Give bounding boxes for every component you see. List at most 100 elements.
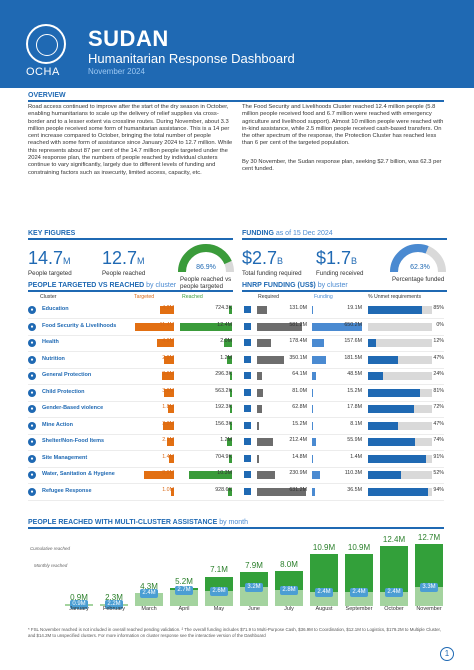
monthly-label: 2.8M (280, 585, 298, 595)
cluster-icon: ● (28, 388, 36, 397)
reached-bar (228, 306, 232, 314)
reached-bar (228, 487, 232, 496)
monthly-label: 2.4M (385, 587, 403, 597)
required-value: 15.2M (292, 420, 307, 427)
targeted-bar (167, 405, 174, 413)
cluster-name: General Protection (42, 372, 92, 378)
cluster-row: ● Mine Action 3.3M 156.3K 15.2M 8.1M 47% (28, 419, 444, 433)
hnrp-cluster-icon (244, 372, 251, 379)
un-emblem-icon (26, 24, 66, 64)
targeted-value: 14.7M (28, 248, 71, 268)
monthly-label: 3.2M (245, 583, 263, 593)
cluster-icon: ● (28, 405, 36, 413)
monthly-label: 3.3M (420, 582, 438, 592)
reached-value: 156.3K (215, 420, 232, 427)
required-bar (257, 322, 302, 331)
cluster-row: ● Health 4.9M 2.0M 178.4M 157.6M 12% (28, 336, 444, 350)
reached-bar (230, 421, 232, 430)
page-number: 1 (440, 647, 454, 661)
clusters-title: PEOPLE TARGETED VS REACHED by cluster (28, 282, 177, 289)
monthly-label: 2.6M (210, 586, 228, 596)
funding-value: 157.6M (344, 338, 362, 344)
cluster-icon: ● (28, 421, 36, 430)
funding-value: 1.4M (350, 453, 362, 460)
unmet-bar (368, 372, 384, 380)
cumulative-label: 7.9M (245, 560, 263, 570)
row-divider (28, 400, 444, 402)
monthly-label: 0.9M (70, 600, 88, 609)
cumulative-label: 4.3M (140, 581, 158, 591)
overview-funding-text: By 30 November, the Sudan response plan,… (242, 159, 442, 173)
row-divider (28, 483, 444, 484)
targeted-value: 3.3M (162, 420, 174, 427)
month-tick-label: March (141, 606, 157, 612)
cluster-icon: ● (28, 487, 36, 496)
col-reached: Reached (182, 294, 203, 300)
targeted-bar (166, 438, 174, 446)
required-value: 62.8M (292, 404, 307, 410)
required-bar (257, 471, 275, 479)
cumulative-label: 12.7M (417, 532, 441, 542)
reached-bar (229, 454, 232, 463)
funding-divider (242, 238, 447, 240)
unmet-value: 24% (433, 371, 444, 377)
monthly-label: 2.4M (350, 587, 368, 597)
hnrp-cluster-icon (244, 355, 251, 363)
cluster-icon: ● (28, 471, 36, 479)
unmet-value: 52% (433, 470, 444, 476)
reached-value: 296.3K (215, 371, 232, 377)
required-value: 64.1M (292, 371, 307, 377)
cluster-name: Child Protection (42, 388, 85, 395)
page-title: SUDAN (88, 26, 169, 51)
funding-value: 181.5M (344, 354, 362, 361)
col-cluster: Cluster (40, 294, 57, 300)
monthly-chart: 0.9M 0.9M 2.3M 2.2M 4.3M 2.4M 5.2M 2.7M 7.1M 2.6M… (62, 530, 447, 609)
month-tick-label: February (102, 606, 125, 612)
required-value: 14.8M (292, 453, 307, 460)
month-tick-label: May (213, 606, 225, 612)
funding-bar (312, 322, 362, 331)
funding-required-value: $2.7B (242, 248, 284, 268)
targeted-bar (170, 487, 174, 496)
monthly-label: 2.7M (175, 586, 193, 596)
required-bar (257, 405, 262, 413)
reached-value: 12.7M (102, 248, 145, 268)
cluster-icon: ● (28, 339, 36, 347)
funding-bar (312, 372, 316, 380)
unmet-value: 74% (433, 437, 444, 443)
hnrp-cluster-icon (244, 339, 251, 346)
cumulative-label: 7.1M (210, 565, 228, 575)
pct-funded-label: Percentage funded (392, 276, 445, 283)
unmet-value: 72% (433, 404, 444, 410)
required-value: 631.2M (289, 486, 307, 493)
month-tick-label: January (69, 606, 89, 612)
unmet-bar (368, 487, 429, 496)
cumulative-label: 12.4M (382, 534, 406, 544)
reached-bar (226, 355, 232, 364)
unmet-bar (368, 471, 402, 479)
unmet-value: 0% (436, 321, 444, 328)
cluster-name: Water, Sanitation & Hygiene (42, 471, 115, 477)
funding-value: 8.1M (350, 420, 362, 427)
row-divider (28, 384, 444, 385)
funding-bar (312, 471, 321, 479)
report-date: November 2024 (88, 67, 145, 76)
overview-divider (28, 100, 444, 102)
reached-value: 928.6K (215, 486, 232, 493)
funding-bar (312, 339, 325, 347)
unmet-track (368, 339, 432, 347)
reached-value: 1.2M (220, 354, 232, 361)
targeted-value: 4.9M (162, 338, 174, 344)
cluster-row: ● Refugee Response 1.0M 928.6K 631.2M 36.5M 94… (28, 485, 444, 499)
cluster-icon: ● (28, 306, 36, 314)
required-value: 581.2M (289, 321, 307, 328)
cumulative-label: 5.2M (175, 576, 193, 586)
targeted-bar (164, 355, 174, 364)
month-tick-label: July (284, 606, 294, 612)
key-figures-title: KEY FIGURES (28, 230, 76, 237)
unmet-value: 94% (433, 486, 444, 493)
funding-value: 19.1M (347, 305, 362, 311)
reached-bar (223, 339, 232, 347)
month-tick-label: August (315, 606, 333, 612)
targeted-bar (169, 454, 174, 463)
